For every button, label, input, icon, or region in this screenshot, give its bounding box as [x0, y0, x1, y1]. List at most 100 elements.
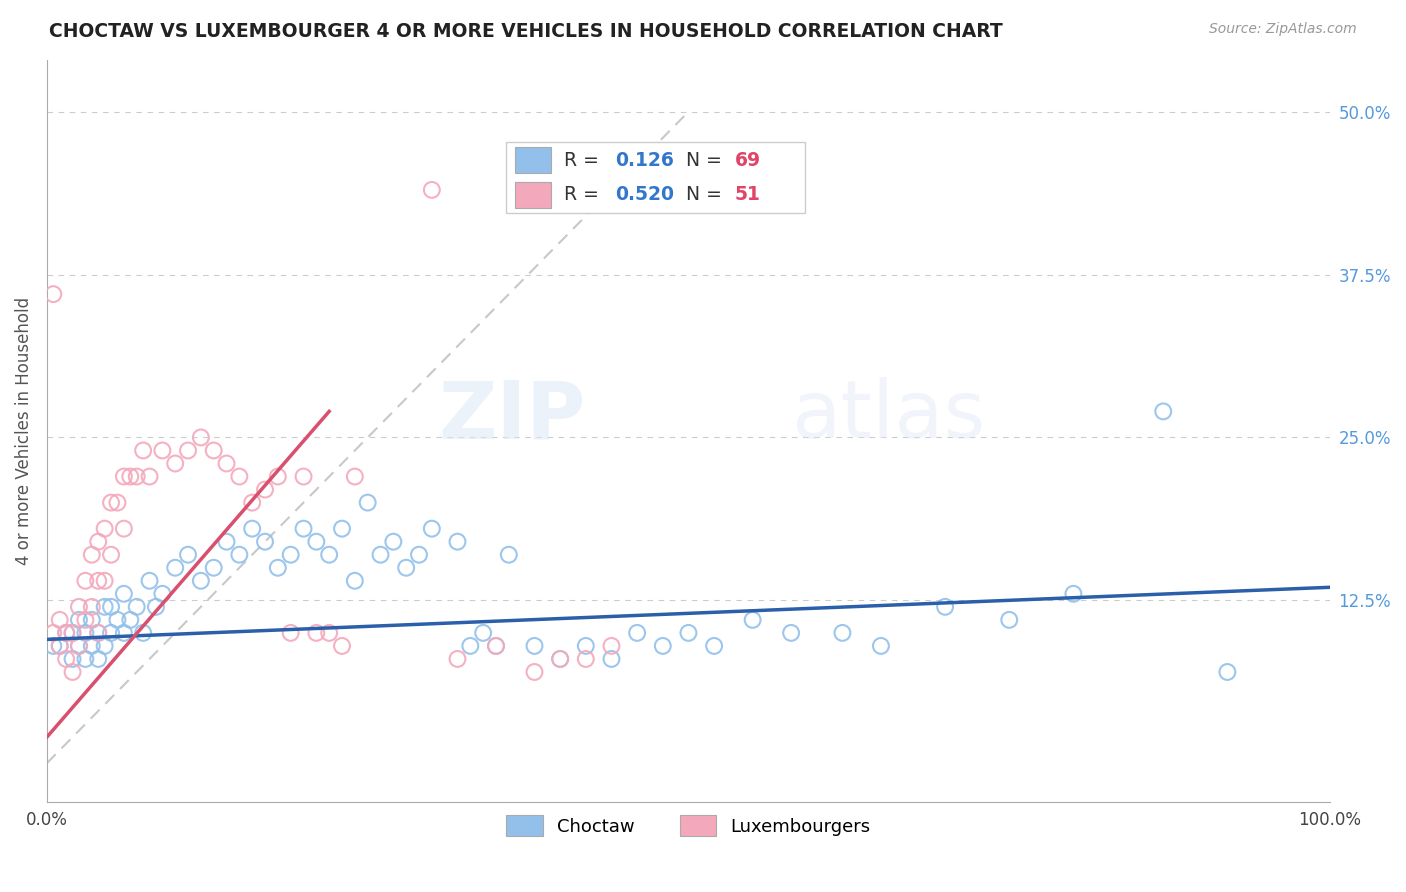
- Point: [67, 599, 90, 614]
- Point: [80, 599, 103, 614]
- Point: [132, 626, 155, 640]
- Text: Source: ZipAtlas.com: Source: ZipAtlas.com: [1209, 22, 1357, 37]
- Point: [460, 639, 482, 653]
- Point: [138, 574, 160, 588]
- Text: N =: N =: [686, 151, 727, 169]
- Point: [190, 430, 212, 444]
- Point: [112, 587, 135, 601]
- Text: 0.126: 0.126: [616, 151, 675, 169]
- Point: [831, 626, 853, 640]
- Point: [48, 639, 70, 653]
- Point: [330, 522, 353, 536]
- Point: [395, 560, 418, 574]
- Point: [100, 626, 122, 640]
- Point: [100, 548, 122, 562]
- Text: R =: R =: [564, 151, 605, 169]
- Point: [343, 469, 366, 483]
- Point: [498, 548, 520, 562]
- Point: [150, 587, 173, 601]
- Point: [107, 495, 129, 509]
- Point: [55, 626, 77, 640]
- Point: [228, 469, 250, 483]
- Point: [330, 639, 353, 653]
- Point: [138, 469, 160, 483]
- Point: [548, 652, 571, 666]
- Point: [42, 287, 65, 301]
- Text: ZIP: ZIP: [439, 377, 586, 455]
- Point: [934, 599, 956, 614]
- Point: [55, 652, 77, 666]
- Point: [87, 626, 110, 640]
- FancyBboxPatch shape: [515, 182, 551, 208]
- Point: [600, 652, 623, 666]
- Point: [75, 613, 97, 627]
- Point: [575, 639, 598, 653]
- Point: [253, 534, 276, 549]
- Point: [87, 574, 110, 588]
- Point: [343, 574, 366, 588]
- Point: [62, 626, 84, 640]
- Point: [318, 548, 340, 562]
- Point: [267, 560, 290, 574]
- Point: [55, 626, 77, 640]
- Point: [485, 639, 508, 653]
- Point: [240, 522, 263, 536]
- Y-axis label: 4 or more Vehicles in Household: 4 or more Vehicles in Household: [15, 297, 32, 565]
- Point: [382, 534, 405, 549]
- Point: [600, 639, 623, 653]
- Point: [75, 652, 97, 666]
- Point: [100, 495, 122, 509]
- Point: [292, 469, 315, 483]
- Point: [741, 613, 763, 627]
- Point: [62, 652, 84, 666]
- Point: [408, 548, 430, 562]
- Point: [75, 626, 97, 640]
- Point: [703, 639, 725, 653]
- Point: [67, 639, 90, 653]
- Point: [80, 613, 103, 627]
- Point: [651, 639, 673, 653]
- Point: [202, 560, 225, 574]
- Point: [420, 522, 443, 536]
- Point: [87, 534, 110, 549]
- Point: [125, 599, 148, 614]
- Point: [998, 613, 1021, 627]
- Point: [93, 574, 115, 588]
- Point: [42, 639, 65, 653]
- Point: [165, 457, 187, 471]
- Point: [190, 574, 212, 588]
- Text: 51: 51: [734, 186, 761, 204]
- Text: N =: N =: [686, 186, 727, 204]
- Point: [305, 534, 328, 549]
- Point: [62, 665, 84, 679]
- Point: [215, 534, 238, 549]
- Point: [112, 626, 135, 640]
- Point: [280, 548, 302, 562]
- Point: [318, 626, 340, 640]
- Point: [93, 639, 115, 653]
- Text: 0.520: 0.520: [616, 186, 675, 204]
- Point: [112, 522, 135, 536]
- Point: [357, 495, 380, 509]
- Point: [780, 626, 803, 640]
- Point: [145, 599, 167, 614]
- Point: [132, 443, 155, 458]
- Point: [305, 626, 328, 640]
- Text: atlas: atlas: [792, 377, 986, 455]
- Point: [267, 469, 290, 483]
- Point: [420, 183, 443, 197]
- Point: [87, 652, 110, 666]
- Point: [62, 626, 84, 640]
- Point: [485, 639, 508, 653]
- Text: 69: 69: [734, 151, 761, 169]
- Point: [523, 639, 546, 653]
- Point: [100, 599, 122, 614]
- Point: [80, 639, 103, 653]
- Point: [370, 548, 392, 562]
- Point: [150, 443, 173, 458]
- Point: [870, 639, 893, 653]
- Text: R =: R =: [564, 186, 605, 204]
- Point: [177, 548, 200, 562]
- Point: [215, 457, 238, 471]
- Legend: Choctaw, Luxembourgers: Choctaw, Luxembourgers: [498, 806, 880, 846]
